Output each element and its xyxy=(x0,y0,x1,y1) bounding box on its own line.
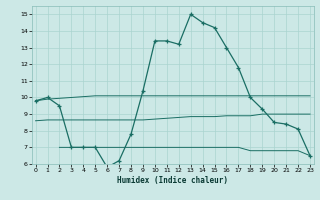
X-axis label: Humidex (Indice chaleur): Humidex (Indice chaleur) xyxy=(117,176,228,185)
